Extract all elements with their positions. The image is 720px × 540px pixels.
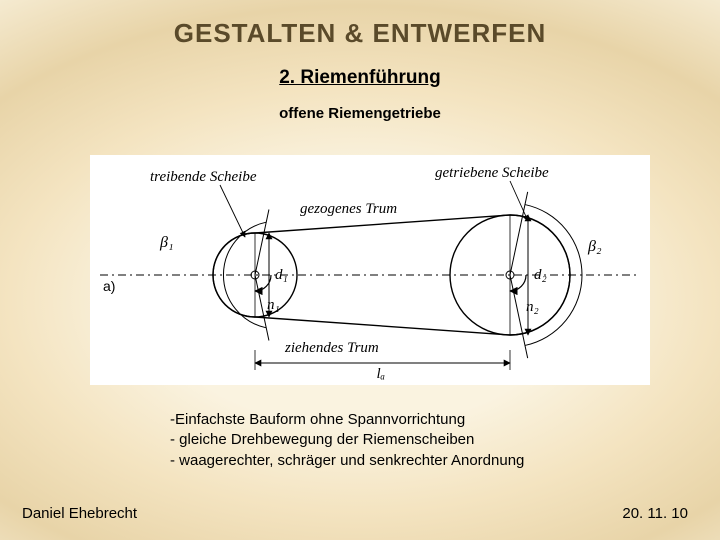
panel-label: a) xyxy=(103,278,115,294)
figure-caption: offene Riemengetriebe xyxy=(0,105,720,122)
svg-text:β₂: β₂ xyxy=(587,238,602,255)
svg-text:d₁: d₁ xyxy=(275,267,288,283)
belt-drive-diagram: d₁ d₂ β₁ β₂ n₁ n₂ lₐ treibende Scheibe getrieben… xyxy=(90,155,650,385)
svg-text:n₁: n₁ xyxy=(267,297,280,313)
bullet-item: -Einfachste Bauform ohne Spannvorrichtun… xyxy=(170,410,524,430)
bullet-item: - waagerechter, schräger und senkrechter… xyxy=(170,451,524,471)
bullet-item: - gleiche Drehbewegung der Riemenscheibe… xyxy=(170,430,524,450)
svg-text:β₁: β₁ xyxy=(159,234,174,251)
svg-text:n₂: n₂ xyxy=(526,299,539,315)
svg-text:d₂: d₂ xyxy=(534,267,547,283)
bullet-list: -Einfachste Bauform ohne Spannvorrichtun… xyxy=(170,410,524,471)
section-heading: 2. Riemenführung xyxy=(0,67,720,89)
svg-text:treibende Scheibe: treibende Scheibe xyxy=(150,169,257,185)
svg-text:ziehendes Trum: ziehendes Trum xyxy=(284,340,379,356)
footer-author: Daniel Ehebrecht xyxy=(22,505,137,522)
svg-text:gezogenes Trum: gezogenes Trum xyxy=(300,201,397,217)
footer-date: 20. 11. 10 xyxy=(622,505,688,522)
page-title: GESTALTEN & ENTWERFEN xyxy=(0,0,720,49)
svg-text:lₐ: lₐ xyxy=(377,366,386,382)
svg-text:getriebene Scheibe: getriebene Scheibe xyxy=(435,165,549,181)
